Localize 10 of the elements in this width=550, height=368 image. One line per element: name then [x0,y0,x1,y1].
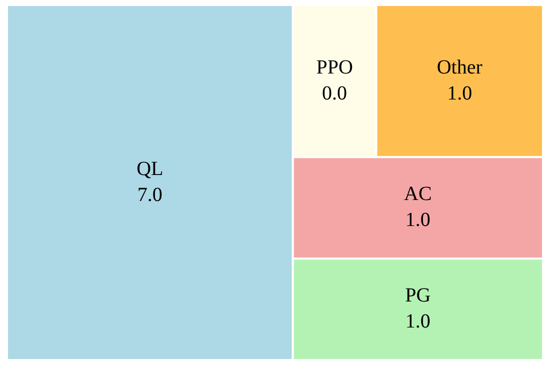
data-label: 1.0 [405,310,430,333]
category-label: PG [405,284,431,307]
category-label: QL [136,158,164,180]
category-label: PPO [316,56,353,78]
data-label: 1.0 [447,82,472,104]
category-label: AC [404,183,432,206]
data-label: 0.0 [322,82,348,104]
data-label: 1.0 [405,209,430,232]
category-label: Other [436,56,483,78]
data-label: 7.0 [137,184,162,206]
